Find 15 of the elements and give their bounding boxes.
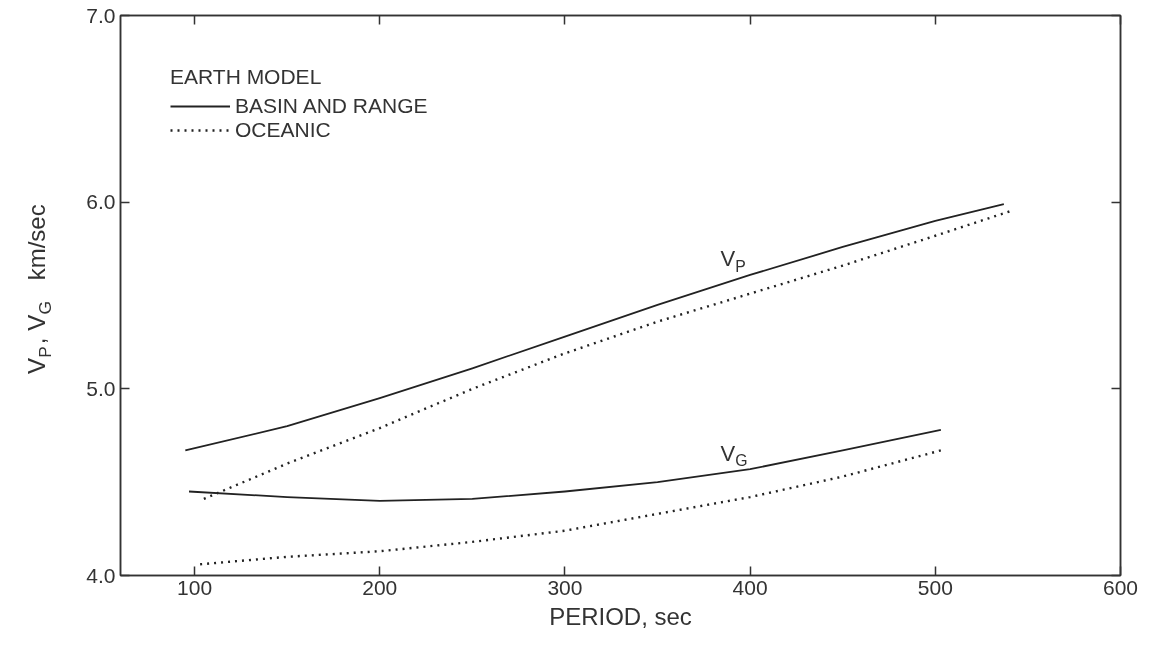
x-tick-label: 600 (1102, 575, 1139, 599)
legend-title: EARTH MODEL (170, 65, 323, 89)
x-axis-title: PERIOD, sec (549, 602, 692, 630)
y-tick-label: 4.0 (86, 563, 116, 587)
legend-label: BASIN AND RANGE (235, 94, 428, 118)
y-tick-label: 7.0 (86, 3, 116, 27)
y-axis-title: VP, VG km/sec (23, 204, 55, 374)
y-tick-label: 5.0 (86, 376, 116, 400)
legend-label: OCEANIC (235, 118, 331, 142)
x-tick-label: 100 (177, 575, 213, 599)
x-tick-label: 500 (917, 575, 953, 599)
x-tick-label: 400 (732, 575, 768, 599)
x-tick-label: 300 (547, 575, 583, 599)
x-tick-label: 200 (362, 575, 398, 599)
y-tick-label: 6.0 (86, 190, 116, 214)
